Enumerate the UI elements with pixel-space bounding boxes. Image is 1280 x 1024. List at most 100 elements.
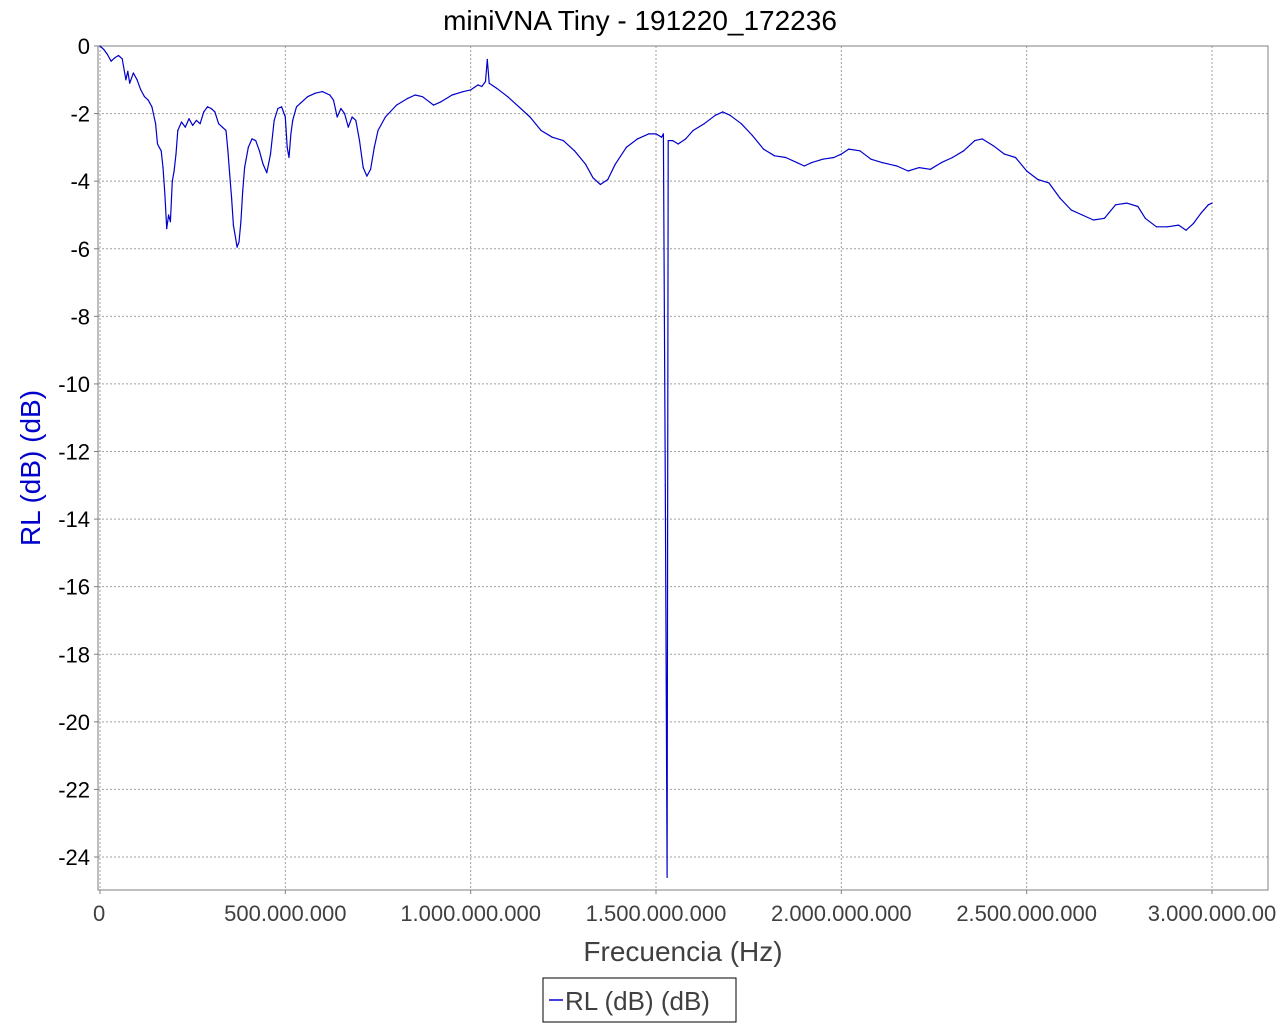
data-point <box>562 140 564 142</box>
data-point <box>488 82 490 84</box>
data-point <box>664 484 666 486</box>
data-point <box>358 140 361 142</box>
data-point <box>206 106 209 108</box>
data-point <box>751 134 754 137</box>
y-tick-label: -2 <box>70 102 90 127</box>
data-point <box>258 150 260 152</box>
data-point <box>1185 229 1187 231</box>
data-point <box>242 190 244 192</box>
data-point <box>440 101 442 103</box>
data-point <box>286 146 288 148</box>
x-tick-label: 2.500.000.000 <box>956 901 1097 926</box>
data-point <box>255 140 257 142</box>
data-point <box>607 178 609 181</box>
data-point <box>132 72 134 74</box>
data-point <box>1003 153 1006 155</box>
data-point <box>507 96 509 98</box>
data-point <box>240 221 242 223</box>
data-point <box>940 162 943 164</box>
data-point <box>477 84 479 86</box>
data-point <box>299 102 301 104</box>
data-point <box>151 106 153 108</box>
data-point <box>162 167 164 169</box>
series-layer <box>99 45 1213 878</box>
data-point <box>347 126 349 128</box>
data-point <box>672 140 674 142</box>
data-point <box>661 136 663 138</box>
data-point <box>486 58 488 61</box>
data-point <box>164 194 166 196</box>
data-point <box>188 118 190 120</box>
data-point <box>811 162 813 164</box>
data-point <box>421 96 424 98</box>
chart-title: miniVNA Tiny - 191220_172236 <box>443 5 837 36</box>
data-point <box>740 123 742 125</box>
data-point <box>227 150 229 152</box>
data-point <box>803 165 805 167</box>
data-point <box>370 168 372 170</box>
data-point <box>848 148 850 150</box>
data-point <box>281 106 283 108</box>
data-point <box>1026 170 1028 172</box>
data-point <box>321 91 323 93</box>
data-point <box>1037 178 1039 181</box>
data-point <box>414 94 416 96</box>
data-point <box>896 165 898 167</box>
data-point <box>451 94 453 96</box>
data-point <box>655 133 657 135</box>
data-point <box>160 150 162 152</box>
data-point <box>214 111 216 113</box>
data-point <box>295 106 298 108</box>
data-point <box>703 123 705 125</box>
data-point <box>685 138 687 140</box>
data-point <box>106 53 108 56</box>
data-point <box>859 150 861 152</box>
data-point <box>592 177 594 179</box>
data-point <box>384 116 386 118</box>
data-point <box>277 107 279 110</box>
data-point <box>156 143 159 145</box>
data-point <box>518 106 520 108</box>
data-point <box>585 163 587 165</box>
data-point <box>292 119 294 121</box>
y-tick-label: -12 <box>58 440 90 465</box>
data-point <box>231 197 233 199</box>
data-point <box>195 119 197 121</box>
data-point <box>599 183 602 186</box>
data-point <box>136 79 138 81</box>
data-point <box>336 116 338 118</box>
y-axis-ticks: 0 -2 -4 -6 -8 -10 -12 -14 -16 -18 -20 -22 -24 <box>58 34 98 870</box>
data-point <box>1081 214 1083 216</box>
y-tick-label: -24 <box>58 845 90 870</box>
data-point <box>870 158 872 160</box>
data-point <box>225 129 227 132</box>
data-point <box>147 99 149 101</box>
data-point <box>714 114 716 116</box>
data-point <box>269 153 272 155</box>
data-point <box>692 129 694 132</box>
data-point <box>1070 209 1072 211</box>
data-point <box>232 224 234 226</box>
x-tick-label: 3.000.000.00 <box>1148 901 1276 926</box>
data-point <box>251 138 253 140</box>
data-point <box>175 153 177 155</box>
data-point <box>373 146 375 148</box>
data-point <box>625 146 627 148</box>
legend: RL (dB) (dB) <box>542 977 737 1023</box>
data-point <box>677 143 679 145</box>
data-point <box>166 227 168 230</box>
data-point <box>203 111 205 113</box>
data-point <box>184 126 186 128</box>
data-point <box>288 156 290 159</box>
data-point <box>192 124 194 126</box>
data-point <box>722 111 724 113</box>
data-point <box>1155 226 1157 228</box>
data-point <box>344 113 346 115</box>
data-point <box>974 140 976 142</box>
data-point <box>1207 204 1209 206</box>
plot-area <box>97 45 1269 891</box>
data-point <box>1211 202 1213 204</box>
y-tick-label: -10 <box>58 372 90 397</box>
data-point <box>785 156 787 159</box>
